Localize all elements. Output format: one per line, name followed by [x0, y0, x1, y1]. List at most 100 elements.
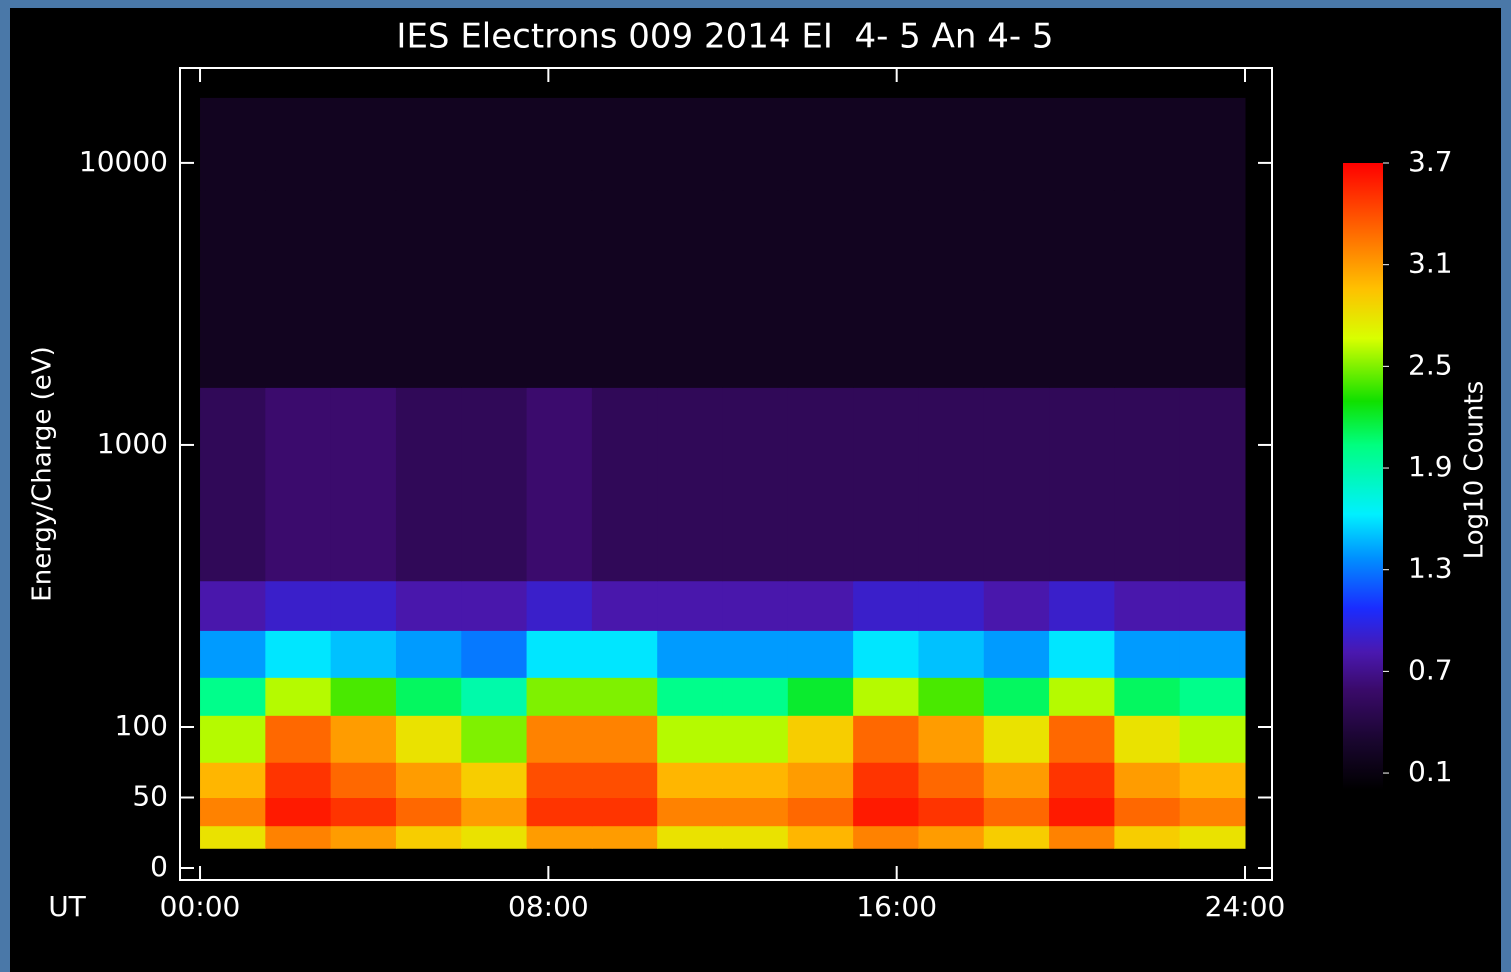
heatmap-cell — [526, 825, 593, 849]
heatmap-cell — [918, 190, 985, 388]
heatmap-cell — [657, 677, 724, 716]
heatmap-cell — [918, 797, 985, 827]
heatmap-cell — [1179, 797, 1246, 827]
colorbar-tick-label: 2.5 — [1408, 348, 1453, 381]
heatmap-cell — [1049, 630, 1115, 678]
heatmap-cell — [983, 387, 1050, 582]
heatmap-cell — [330, 677, 397, 716]
heatmap-cell — [787, 797, 854, 827]
heatmap-cell — [1179, 387, 1246, 582]
heatmap-cell — [591, 387, 658, 582]
heatmap-cell — [657, 387, 724, 582]
heatmap-cell — [330, 387, 397, 582]
heatmap-cell — [722, 762, 789, 799]
heatmap-cell — [395, 677, 462, 716]
heatmap-cell — [983, 677, 1050, 716]
heatmap-cell — [200, 580, 266, 631]
heatmap-cell — [722, 97, 789, 191]
colorbar-tick-label: 3.7 — [1408, 145, 1453, 178]
heatmap-cell — [983, 97, 1050, 191]
heatmap-cell — [265, 825, 332, 849]
heatmap-cell — [591, 715, 658, 763]
heatmap-cell — [787, 677, 854, 716]
heatmap-cell — [853, 677, 919, 716]
heatmap-cell — [983, 580, 1050, 631]
heatmap-cell — [787, 715, 854, 763]
heatmap-cell — [591, 190, 658, 388]
heatmap-cell — [918, 97, 985, 191]
heatmap-cell — [722, 677, 789, 716]
colorbar-tick-label: 0.1 — [1408, 755, 1453, 788]
heatmap-cell — [200, 630, 266, 678]
heatmap-cell — [526, 715, 593, 763]
heatmap-cell — [395, 797, 462, 827]
heatmap-cell — [265, 97, 332, 191]
heatmap-cell — [853, 715, 919, 763]
heatmap-cell — [657, 580, 724, 631]
heatmap-cell — [526, 387, 593, 582]
heatmap-cell — [853, 580, 919, 631]
heatmap-cell — [787, 762, 854, 799]
heatmap-cell — [1179, 190, 1246, 388]
heatmap-cell — [1114, 190, 1181, 388]
heatmap-cell — [461, 190, 528, 388]
heatmap-cell — [1049, 762, 1115, 799]
heatmap-cell — [461, 580, 528, 631]
heatmap-cell — [722, 797, 789, 827]
heatmap-cell — [1049, 797, 1115, 827]
colorbar — [1343, 163, 1383, 790]
heatmap-cell — [787, 387, 854, 582]
heatmap-cell — [265, 797, 332, 827]
heatmap-cell — [395, 630, 462, 678]
heatmap-cell — [330, 715, 397, 763]
heatmap-cell — [787, 97, 854, 191]
heatmap-cell — [918, 715, 985, 763]
heatmap-cell — [526, 762, 593, 799]
heatmap-cell — [722, 825, 789, 849]
colorbar-tick-label: 0.7 — [1408, 653, 1453, 686]
heatmap-cell — [657, 797, 724, 827]
heatmap-cell — [395, 387, 462, 582]
heatmap-cell — [265, 677, 332, 716]
heatmap-cell — [461, 762, 528, 799]
heatmap-cell — [395, 762, 462, 799]
heatmap-cell — [657, 762, 724, 799]
x-tick-label: 08:00 — [508, 890, 589, 923]
heatmap-cell — [395, 190, 462, 388]
colorbar-tick-label: 1.3 — [1408, 552, 1453, 585]
heatmap-cell — [853, 797, 919, 827]
heatmap-cell — [1114, 797, 1181, 827]
heatmap-cell — [983, 630, 1050, 678]
heatmap-cell — [1114, 97, 1181, 191]
heatmap-cell — [1114, 580, 1181, 631]
heatmap-cell — [461, 677, 528, 716]
heatmap-cell — [200, 762, 266, 799]
heatmap-cell — [1114, 715, 1181, 763]
heatmap-cell — [787, 630, 854, 678]
x-tick-label: 24:00 — [1205, 890, 1286, 923]
heatmap-cell — [526, 190, 593, 388]
heatmap-cell — [591, 580, 658, 631]
heatmap-cell — [330, 580, 397, 631]
heatmap-cell — [591, 797, 658, 827]
heatmap-cell — [918, 580, 985, 631]
heatmap-cell — [787, 825, 854, 849]
heatmap-cell — [200, 715, 266, 763]
heatmap-cell — [853, 825, 919, 849]
x-tick-label: 16:00 — [856, 890, 937, 923]
heatmap-cell — [1114, 677, 1181, 716]
y-tick-label: 100 — [115, 709, 168, 742]
heatmap-cell — [983, 762, 1050, 799]
heatmap-cell — [461, 387, 528, 582]
y-axis-label: Energy/Charge (eV) — [28, 346, 58, 601]
heatmap-cell — [200, 97, 266, 191]
heatmap-cell — [983, 797, 1050, 827]
heatmap-cell — [722, 630, 789, 678]
heatmap-cell — [395, 580, 462, 631]
heatmap-cell — [787, 190, 854, 388]
heatmap-cell — [1179, 677, 1246, 716]
heatmap-cell — [591, 630, 658, 678]
heatmap-cell — [1049, 580, 1115, 631]
